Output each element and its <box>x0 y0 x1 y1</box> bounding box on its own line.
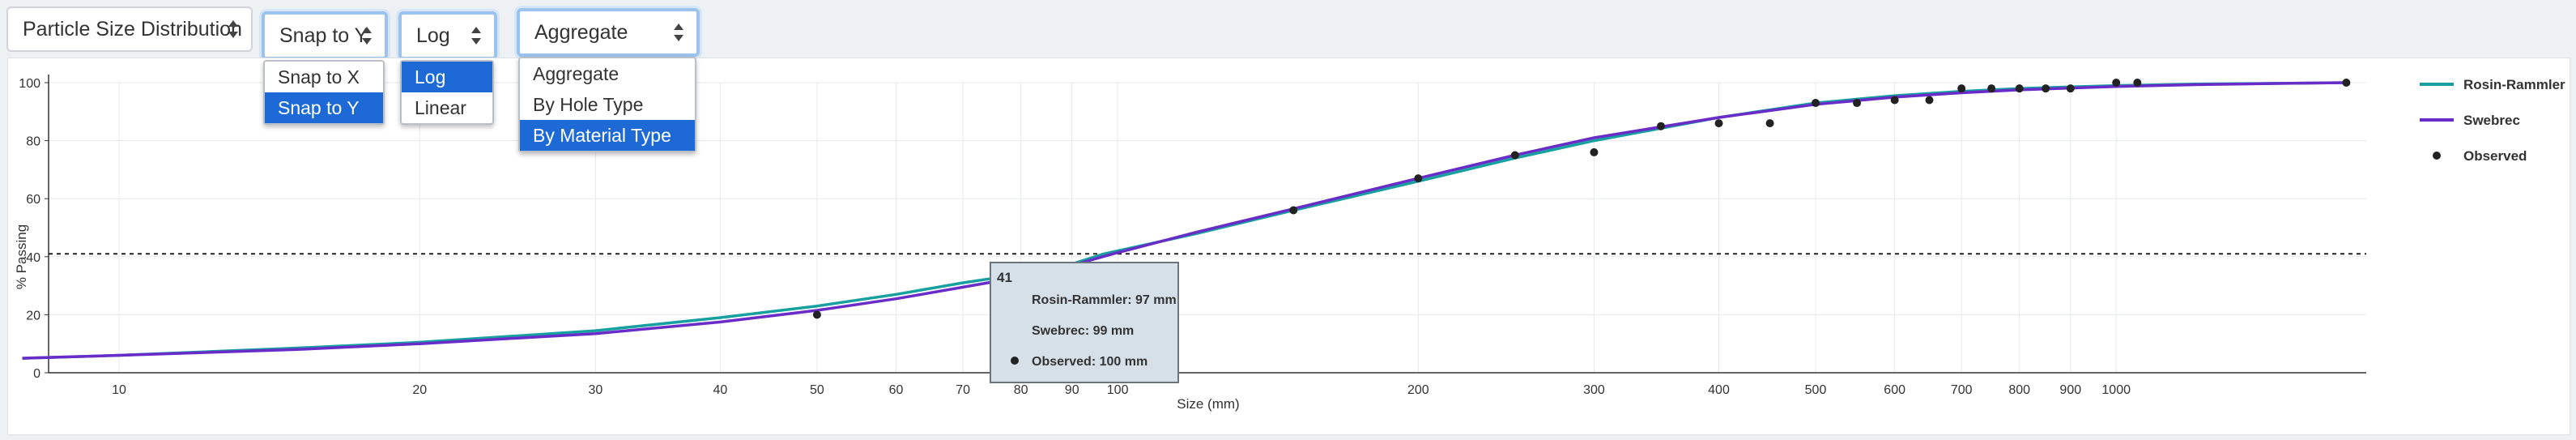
tooltip-value: 41 <box>997 270 1012 285</box>
scale-option[interactable]: Log <box>402 62 492 92</box>
observed-point <box>1657 122 1666 130</box>
x-tick-label: 60 <box>889 383 904 397</box>
particle-size-chart: 0 20 40 60 80 100 10 20 30 40 50 60 70 80 90 100 200 300 4… <box>14 75 2565 412</box>
observed-point <box>2112 79 2121 87</box>
y-tick-label: 60 <box>26 193 40 207</box>
select-caret-icon <box>674 23 683 41</box>
snap-option[interactable]: Snap to Y <box>265 92 383 123</box>
x-tick-label: 600 <box>1884 383 1905 397</box>
legend-label-rosin-rammler: Rosin-Rammler <box>2463 77 2565 92</box>
legend: Rosin-Rammler Swebrec Observed <box>2420 77 2565 164</box>
snap-select-value: Snap to Y <box>279 23 368 47</box>
x-tick-label: 90 <box>1065 383 1079 397</box>
x-tick-label: 900 <box>2059 383 2081 397</box>
scale-option[interactable]: Linear <box>415 97 466 118</box>
select-caret-icon <box>228 20 238 38</box>
observed-point <box>1714 119 1723 128</box>
observed-points <box>812 79 2351 319</box>
swebrec-line <box>22 81 2347 360</box>
series-layer <box>22 81 2347 360</box>
observed-point <box>1925 96 1934 105</box>
select-caret-icon <box>471 27 481 45</box>
group-select[interactable]: Aggregate <box>517 8 700 57</box>
x-tick-label: 20 <box>412 383 427 397</box>
x-tick-label: 700 <box>1951 383 1973 397</box>
y-tick-label: 20 <box>26 309 40 323</box>
observed-point <box>812 310 821 319</box>
dataset-select-value: Particle Size Distribution <box>23 17 242 41</box>
group-option[interactable]: By Hole Type <box>533 94 644 115</box>
tooltip-box <box>990 262 1179 383</box>
x-tick-label: 10 <box>112 383 126 397</box>
group-options-menu: Aggregate By Hole Type By Material Type <box>518 57 696 152</box>
scale-options-menu: Log Linear <box>400 60 494 125</box>
x-tick-label: 200 <box>1407 383 1429 397</box>
tooltip-row-rosin: Rosin-Rammler: 97 mm <box>1032 293 1177 307</box>
observed-point <box>2342 79 2351 87</box>
x-tick-label: 100 <box>1107 383 1129 397</box>
observed-point <box>1414 174 1423 183</box>
legend-swatch-observed <box>2433 152 2441 160</box>
observed-point <box>2066 84 2075 93</box>
snap-option[interactable]: Snap to X <box>278 66 360 88</box>
observed-point <box>1590 147 1599 156</box>
group-option[interactable]: By Material Type <box>520 120 695 151</box>
x-tick-label: 500 <box>1805 383 1827 397</box>
observed-point <box>1987 84 1996 93</box>
observed-point <box>2133 79 2142 87</box>
x-axis-label: Size (mm) <box>1177 396 1239 412</box>
legend-label-observed: Observed <box>2463 148 2527 164</box>
observed-point <box>1890 96 1899 105</box>
snap-select[interactable]: Snap to Y <box>262 11 388 60</box>
group-option[interactable]: Aggregate <box>533 63 620 84</box>
dataset-select[interactable]: Particle Size Distribution <box>6 6 253 52</box>
axes: 0 20 40 60 80 100 10 20 30 40 50 60 70 80 90 100 200 300 4… <box>19 75 2366 397</box>
chart-panel: 0 20 40 60 80 100 10 20 30 40 50 60 70 80 90 100 200 300 4… <box>7 58 2570 435</box>
y-tick-label: 40 <box>26 251 40 265</box>
snap-options-menu: Snap to X Snap to Y <box>263 60 385 125</box>
legend-label-swebrec: Swebrec <box>2463 113 2520 128</box>
y-tick-label: 0 <box>33 367 40 381</box>
observed-point <box>1957 84 1966 93</box>
y-tick-label: 80 <box>26 135 40 149</box>
tooltip-row-swebrec: Swebrec: 99 mm <box>1032 324 1134 338</box>
select-caret-icon <box>362 27 372 45</box>
y-tick-label: 100 <box>19 77 40 91</box>
x-tick-label: 80 <box>1014 383 1028 397</box>
x-tick-label: 70 <box>956 383 970 397</box>
x-tick-label: 30 <box>588 383 602 397</box>
observed-point <box>2015 84 2024 93</box>
scale-select-value: Log <box>416 23 450 47</box>
scale-select[interactable]: Log <box>398 11 497 60</box>
x-tick-label: 1000 <box>2101 383 2131 397</box>
x-tick-label: 800 <box>2008 383 2030 397</box>
observed-point <box>1853 99 1862 108</box>
x-tick-label: 400 <box>1708 383 1730 397</box>
observed-point <box>1765 119 1774 128</box>
x-tick-label: 40 <box>713 383 728 397</box>
observed-point <box>1510 151 1519 160</box>
observed-point <box>1289 206 1298 215</box>
x-tick-label: 50 <box>810 383 824 397</box>
observed-point <box>2042 84 2050 93</box>
y-axis-label: % Passing <box>14 224 29 289</box>
grid <box>49 82 2366 374</box>
tooltip-observed-marker <box>1011 357 1019 365</box>
group-select-value: Aggregate <box>534 20 628 44</box>
x-tick-label: 300 <box>1583 383 1605 397</box>
tooltip-row-observed: Observed: 100 mm <box>1032 355 1147 369</box>
observed-point <box>1812 99 1820 108</box>
tooltip: 41 Rosin-Rammler: 97 mm Swebrec: 99 mm O… <box>990 262 1179 383</box>
